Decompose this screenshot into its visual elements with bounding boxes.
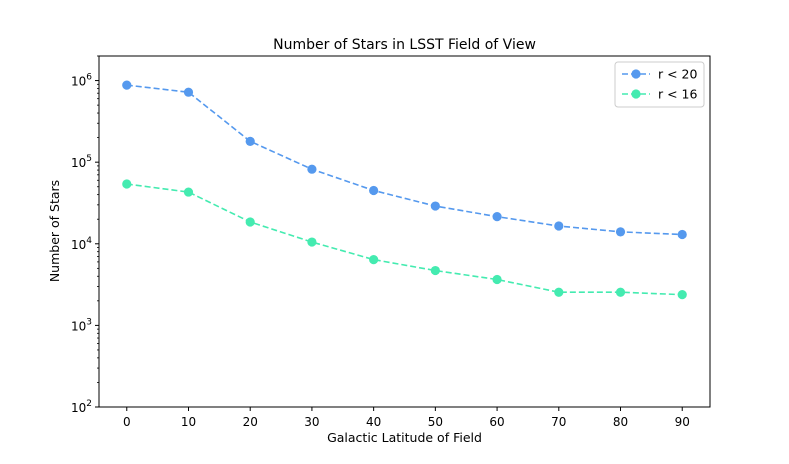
plot-area: [98, 55, 711, 408]
y-tick-exponent: 5: [86, 154, 92, 164]
y-tick-label: 105: [71, 154, 92, 170]
y-tick-base: 10: [71, 238, 86, 252]
data-point: [430, 265, 440, 276]
x-tick-label: 50: [428, 415, 443, 429]
x-tick-label: 60: [489, 415, 504, 429]
x-tick-label: 30: [304, 415, 319, 429]
data-point: [369, 185, 379, 196]
y-tick-label: 103: [71, 317, 92, 333]
series-line-1: [126, 84, 683, 236]
data-point: [615, 287, 626, 297]
data-point: [307, 164, 317, 174]
data-point: [430, 201, 440, 211]
data-point: [554, 221, 564, 231]
x-axis-label: Galactic Latitude of Field: [327, 430, 482, 445]
data-point: [677, 229, 687, 240]
x-tick-label: 10: [181, 415, 196, 429]
y-tick-base: 10: [71, 156, 86, 170]
x-axis: 0 10 20 30 40 50 60 70 80 90: [123, 407, 690, 429]
y-tick-exponent: 6: [86, 73, 92, 83]
series-line-2: [126, 183, 683, 296]
legend-label: r < 16: [658, 87, 698, 102]
data-point: [369, 255, 379, 265]
data-point: [492, 212, 502, 222]
y-tick-base: 10: [71, 75, 86, 89]
x-tick-label: 80: [613, 415, 628, 429]
data-point: [554, 287, 564, 297]
y-tick-base: 10: [71, 319, 86, 333]
data-point: [615, 227, 626, 237]
data-point: [492, 274, 502, 285]
series-layer: [122, 80, 687, 300]
data-point: [183, 187, 194, 197]
y-axis-label: Number of Stars: [47, 180, 62, 282]
chart-title: Number of Stars in LSST Field of View: [273, 37, 536, 53]
x-tick-label: 70: [551, 415, 566, 429]
data-point: [183, 87, 194, 97]
legend-label: r < 20: [658, 67, 698, 82]
legend-marker: [631, 69, 641, 79]
y-tick-label: 102: [71, 399, 92, 415]
data-point: [677, 290, 687, 300]
y-tick-base: 10: [71, 401, 86, 415]
data-point: [122, 179, 132, 189]
data-point: [307, 237, 317, 247]
x-tick-label: 20: [243, 415, 258, 429]
y-tick-exponent: 4: [86, 236, 92, 246]
x-tick-label: 40: [366, 415, 381, 429]
data-point: [245, 136, 255, 146]
data-point: [122, 80, 132, 90]
y-tick-exponent: 3: [86, 317, 92, 327]
y-tick-exponent: 2: [86, 399, 92, 409]
y-tick-label: 104: [71, 236, 92, 252]
x-tick-label: 90: [675, 415, 690, 429]
x-tick-label: 0: [123, 415, 131, 429]
legend-marker: [631, 89, 641, 99]
y-tick-label: 106: [71, 73, 92, 89]
legend: r < 20 r < 16: [614, 61, 705, 108]
data-point: [245, 217, 255, 227]
